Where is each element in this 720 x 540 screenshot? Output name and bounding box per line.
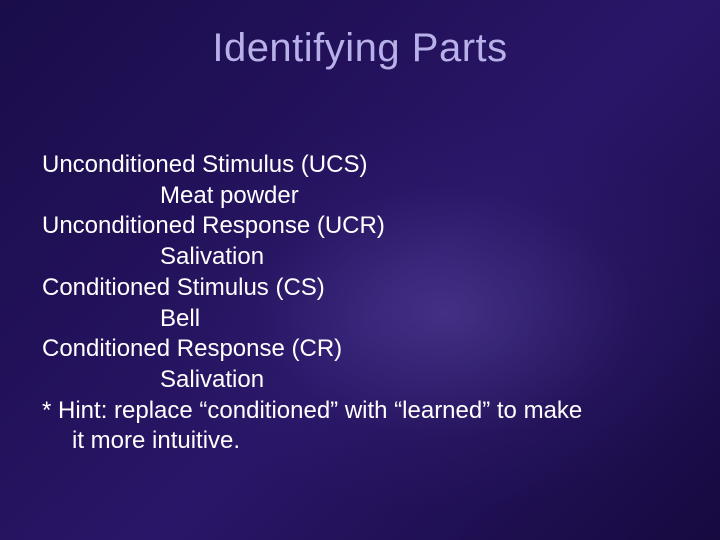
- ucr-value: Salivation: [42, 242, 678, 273]
- cr-label: Conditioned Response (CR): [42, 334, 678, 365]
- hint-line-2: it more intuitive.: [42, 426, 678, 457]
- ucs-label: Unconditioned Stimulus (UCS): [42, 150, 678, 181]
- cr-value: Salivation: [42, 365, 678, 396]
- cs-value: Bell: [42, 304, 678, 335]
- slide-body: Unconditioned Stimulus (UCS) Meat powder…: [42, 150, 678, 457]
- cs-label: Conditioned Stimulus (CS): [42, 273, 678, 304]
- ucs-value: Meat powder: [42, 181, 678, 212]
- slide-title: Identifying Parts: [0, 26, 720, 71]
- hint-line-1: * Hint: replace “conditioned” with “lear…: [42, 396, 678, 427]
- slide: Identifying Parts Unconditioned Stimulus…: [0, 0, 720, 540]
- ucr-label: Unconditioned Response (UCR): [42, 211, 678, 242]
